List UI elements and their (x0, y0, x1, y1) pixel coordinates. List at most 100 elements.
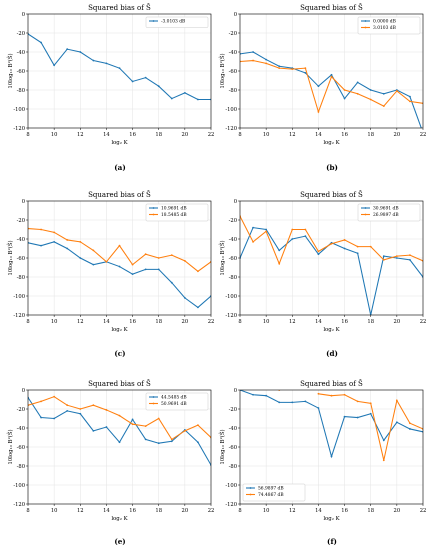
data-point (317, 250, 320, 253)
x-tick-label: 16 (341, 132, 348, 138)
y-tick-label: 0 (234, 12, 237, 18)
data-point (131, 418, 134, 421)
data-point (382, 259, 385, 261)
data-point (105, 409, 108, 411)
x-axis-label: log₂ K (111, 516, 128, 522)
data-point (369, 89, 372, 91)
x-tick-label: 16 (341, 508, 348, 514)
data-point (330, 455, 333, 458)
data-point (79, 51, 82, 53)
y-axis-label: 10log₁₀ B²(Ŝ) (218, 429, 226, 464)
y-tick-label: -120 (225, 313, 237, 319)
y-axis-label: 10log₁₀ B²(Ŝ) (6, 53, 14, 88)
y-tick-label: -40 (229, 237, 237, 243)
y-tick-label: -120 (13, 313, 25, 319)
data-point (317, 110, 320, 113)
series-line-1 (240, 227, 423, 315)
series-line-2 (240, 215, 423, 266)
chart-title: Squared bias of Ŝ (88, 190, 151, 199)
data-point (369, 98, 372, 101)
y-tick-label: -100 (13, 107, 25, 113)
y-tick-label: -20 (17, 218, 25, 224)
panel-label: (c) (114, 349, 125, 358)
data-point (304, 72, 307, 74)
legend-marker (152, 402, 155, 405)
legend-entry: 56.9897 dB (258, 487, 284, 492)
data-point (92, 263, 95, 266)
panel-label: (e) (114, 537, 125, 546)
legend-box (242, 483, 306, 502)
data-point (343, 247, 346, 250)
panel-label: (d) (326, 349, 338, 358)
x-tick-label: 22 (208, 132, 215, 138)
data-point (197, 270, 199, 273)
chart-panel-4: 8 10 12 14 16 18 20 22 0 -20 -40 -60 -80 -100 -120 Squa… (218, 190, 426, 358)
x-tick-label: 22 (420, 132, 426, 138)
legend-entry: 18.5485 dB (161, 213, 187, 218)
data-point (144, 253, 147, 256)
x-tick-label: 20 (394, 508, 401, 514)
legend-marker (364, 20, 367, 22)
series-line-1 (240, 390, 423, 459)
data-point (304, 228, 307, 231)
data-point (330, 394, 333, 397)
data-point (317, 407, 320, 409)
data-point (395, 255, 398, 257)
x-tick-label: 20 (182, 132, 189, 138)
x-tick-label: 12 (77, 132, 84, 138)
legend: -3.0103 dB (145, 16, 209, 28)
y-tick-label: -120 (13, 126, 25, 132)
data-point (53, 240, 56, 243)
x-tick-label: 14 (315, 508, 322, 514)
x-tick-label: 20 (182, 508, 189, 514)
data-point (369, 412, 372, 415)
data-point (356, 245, 359, 248)
data-point (369, 402, 372, 405)
data-point (252, 393, 254, 396)
x-tick-label: 16 (129, 508, 136, 514)
y-tick-label: -80 (17, 88, 25, 94)
data-point (79, 408, 82, 410)
legend-entry: 50.9691 dB (161, 402, 187, 407)
x-tick-label: 8 (26, 508, 29, 514)
data-point (197, 424, 199, 427)
legend-marker (364, 213, 367, 216)
x-tick-label: 18 (155, 132, 162, 138)
x-tick-label: 8 (238, 319, 241, 325)
y-tick-label: -80 (17, 275, 25, 281)
y-tick-label: 0 (234, 199, 237, 205)
x-tick-label: 14 (103, 319, 110, 325)
data-point (131, 80, 134, 83)
data-point (131, 263, 134, 266)
y-tick-label: -20 (17, 407, 25, 413)
x-tick-label: 10 (51, 132, 58, 138)
chart-title: Squared bias of Ŝ (300, 3, 363, 12)
y-tick-label: -40 (17, 237, 25, 243)
data-point (409, 428, 411, 430)
data-point (66, 247, 69, 250)
y-tick-label: -100 (225, 483, 237, 489)
data-point (92, 404, 95, 407)
data-point (197, 306, 199, 309)
data-point (53, 417, 56, 420)
data-point (291, 401, 294, 404)
x-tick-label: 8 (26, 132, 29, 138)
x-tick-label: 14 (315, 132, 322, 138)
y-tick-label: -60 (17, 445, 25, 451)
data-point (278, 262, 281, 265)
y-tick-label: -20 (17, 31, 25, 37)
y-tick-label: -120 (13, 502, 25, 508)
y-tick-label: -40 (229, 50, 237, 56)
panel-label: (f) (327, 537, 337, 546)
data-point (66, 48, 69, 51)
legend: 0.0000 dB3.0103 dB (357, 16, 421, 35)
legend-marker (152, 20, 155, 22)
data-point (157, 268, 160, 271)
data-point (382, 105, 385, 108)
x-tick-label: 8 (238, 132, 241, 138)
x-tick-label: 16 (129, 319, 136, 325)
y-tick-label: -100 (13, 294, 25, 300)
legend-box (357, 203, 421, 222)
data-point (382, 439, 385, 442)
